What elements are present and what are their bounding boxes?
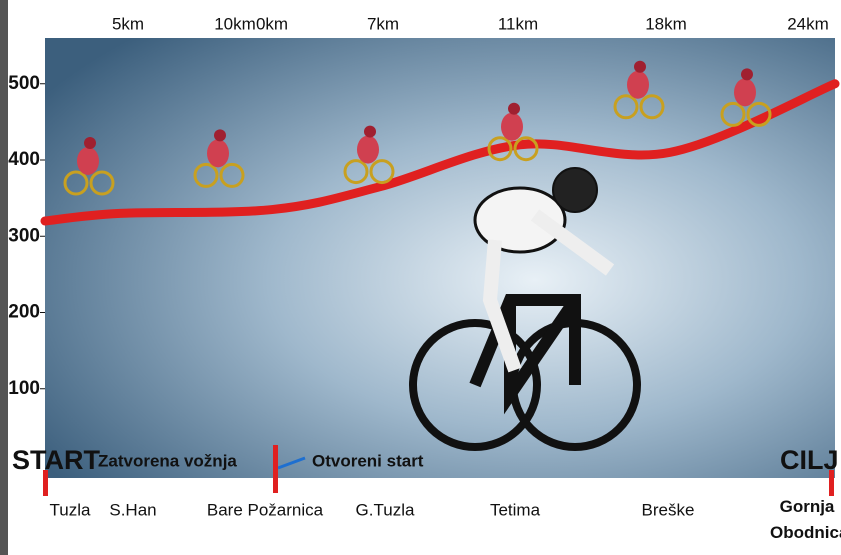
km-label: 0km [256,14,288,33]
rider [627,71,649,99]
rider [77,147,99,175]
y-tick-label: 300 [8,225,40,246]
km-label: 24km [787,14,829,33]
head [364,126,376,138]
km-label: 10km [214,14,256,33]
page: {"chart_data": {"type": "line", "categor… [0,0,841,555]
rider [734,78,756,106]
head [214,129,226,141]
km-label: 7km [367,14,399,33]
head [741,68,753,80]
chart: START Zatvorena vožnja Otvoreni start CI… [0,0,841,555]
head [508,103,520,115]
start-label: START [12,445,100,475]
x-tick-label: G.Tuzla [356,500,415,519]
closed-label: Zatvorena vožnja [98,451,237,470]
rider [357,136,379,164]
y-tick-label: 200 [8,302,40,323]
y-tick-label: 500 [8,73,40,94]
finish-town: Gornja Obodnica [770,494,841,546]
head [634,61,646,73]
x-tick-label: S.Han [109,500,156,519]
finish-marker [829,470,834,496]
y-tick-label: 400 [8,149,40,170]
start-marker [43,470,48,496]
plot-background [45,38,835,478]
x-tick-label: Breške [642,500,695,519]
y-tick-label: 100 [8,378,40,399]
open-marker [273,445,278,493]
x-tick-label: Bare Požarnica [207,500,324,519]
x-tick-label: Tetima [490,500,541,519]
km-label: 18km [645,14,687,33]
km-label: 11km [498,14,538,33]
rider [207,139,229,167]
open-label: Otvoreni start [312,451,424,470]
rider [501,113,523,141]
head [84,137,96,149]
km-label: 5km [112,14,144,33]
x-tick-label: Tuzla [50,500,91,519]
left-strip [0,0,8,555]
